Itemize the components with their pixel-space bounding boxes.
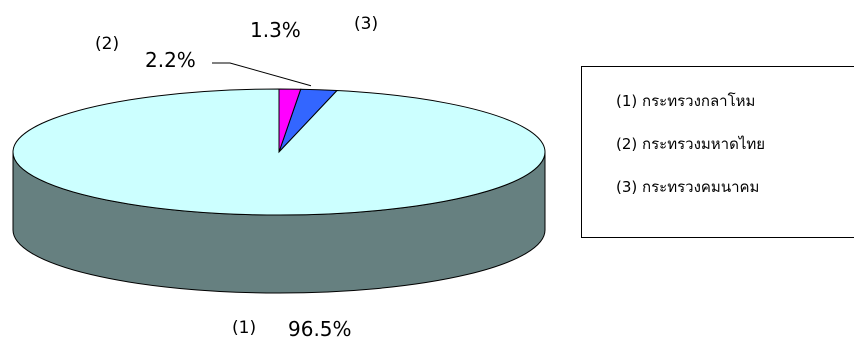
- slice-value-label-2: 2.2%: [145, 48, 196, 72]
- slice-top-1: [12, 88, 546, 216]
- slice-index-label-1: (1): [232, 318, 256, 338]
- legend-item-2: (2) กระทรวงมหาดไทย: [616, 135, 766, 153]
- slice-index-label-2: (2): [95, 34, 119, 54]
- legend: (1) กระทรวงกลาโหม (2) กระทรวงมหาดไทย (3)…: [581, 66, 854, 238]
- legend-item-1: (1) กระทรวงกลาโหม: [616, 92, 756, 110]
- slice-index-label-3: (3): [354, 14, 378, 34]
- slice-value-label-1: 96.5%: [288, 317, 352, 341]
- pie-tops: [12, 88, 546, 216]
- legend-item-3: (3) กระทรวงคมนาคม: [616, 178, 760, 196]
- label-leader-line-2: [212, 62, 312, 87]
- slice-value-label-3: 1.3%: [250, 18, 301, 42]
